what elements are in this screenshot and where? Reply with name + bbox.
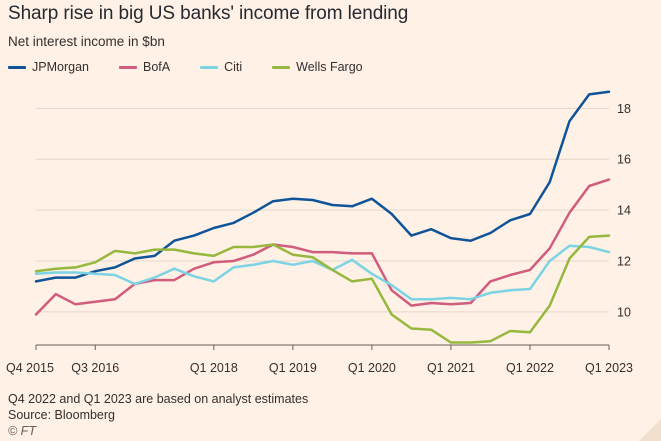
series-line-citi <box>34 244 611 301</box>
legend-swatch-jpmorgan <box>8 65 26 69</box>
chart-subtitle: Net interest income in $bn <box>8 34 165 49</box>
legend-item-bofa: BofA <box>118 60 171 74</box>
page-corner-fold <box>639 419 661 441</box>
chart-footnote: Q4 2022 and Q1 2023 are based on analyst… <box>8 392 309 406</box>
series-line-wells-fargo <box>34 234 611 344</box>
gridlines <box>36 107 609 313</box>
series-lines <box>34 90 611 344</box>
ft-credit: © FT <box>8 424 36 438</box>
x-tick-label-0: Q4 2015 <box>6 361 54 375</box>
y-tick-label-14: 14 <box>617 204 631 218</box>
legend-swatch-citi <box>200 65 219 69</box>
legend-label-jpmorgan: JPMorgan <box>32 60 89 74</box>
legend-label-citi: Citi <box>224 60 243 74</box>
x-tick-label-17: Q1 2020 <box>348 361 396 375</box>
x-tick-label-29: Q1 2023 <box>585 361 633 375</box>
x-axis <box>35 344 610 350</box>
series-line-bofa <box>34 178 611 316</box>
y-tick-label-12: 12 <box>617 255 631 269</box>
y-tick-label-10: 10 <box>617 305 631 319</box>
y-tick-label-16: 16 <box>617 153 631 167</box>
legend-swatch-bofa <box>118 65 137 69</box>
x-tick-label-3: Q3 2016 <box>71 361 119 375</box>
x-tick-label-9: Q1 2018 <box>190 361 238 375</box>
legend-item-jpmorgan: JPMorgan <box>8 60 89 74</box>
x-tick-label-25: Q1 2022 <box>506 361 554 375</box>
legend-swatch-wells-fargo <box>272 65 291 69</box>
series-line-jpmorgan <box>34 90 611 283</box>
legend-label-bofa: BofA <box>142 60 171 74</box>
chart-title: Sharp rise in big US banks' income from … <box>8 3 409 24</box>
legend-label-wells-fargo: Wells Fargo <box>296 60 363 74</box>
y-tick-label-18: 18 <box>617 102 631 116</box>
tick-labels: 10 12 14 16 18 Q4 2015 Q3 2016 Q1 2018 Q1 2019 Q1… <box>6 102 633 375</box>
chart-source: Source: Bloomberg <box>8 408 116 422</box>
chart-legend: JPMorgan BofA Citi Wells Fargo <box>8 60 393 74</box>
legend-item-citi: Citi <box>200 60 242 74</box>
legend-item-wells-fargo: Wells Fargo <box>272 60 363 74</box>
x-tick-label-21: Q1 2021 <box>427 361 475 375</box>
x-tick-label-13: Q1 2019 <box>269 361 317 375</box>
